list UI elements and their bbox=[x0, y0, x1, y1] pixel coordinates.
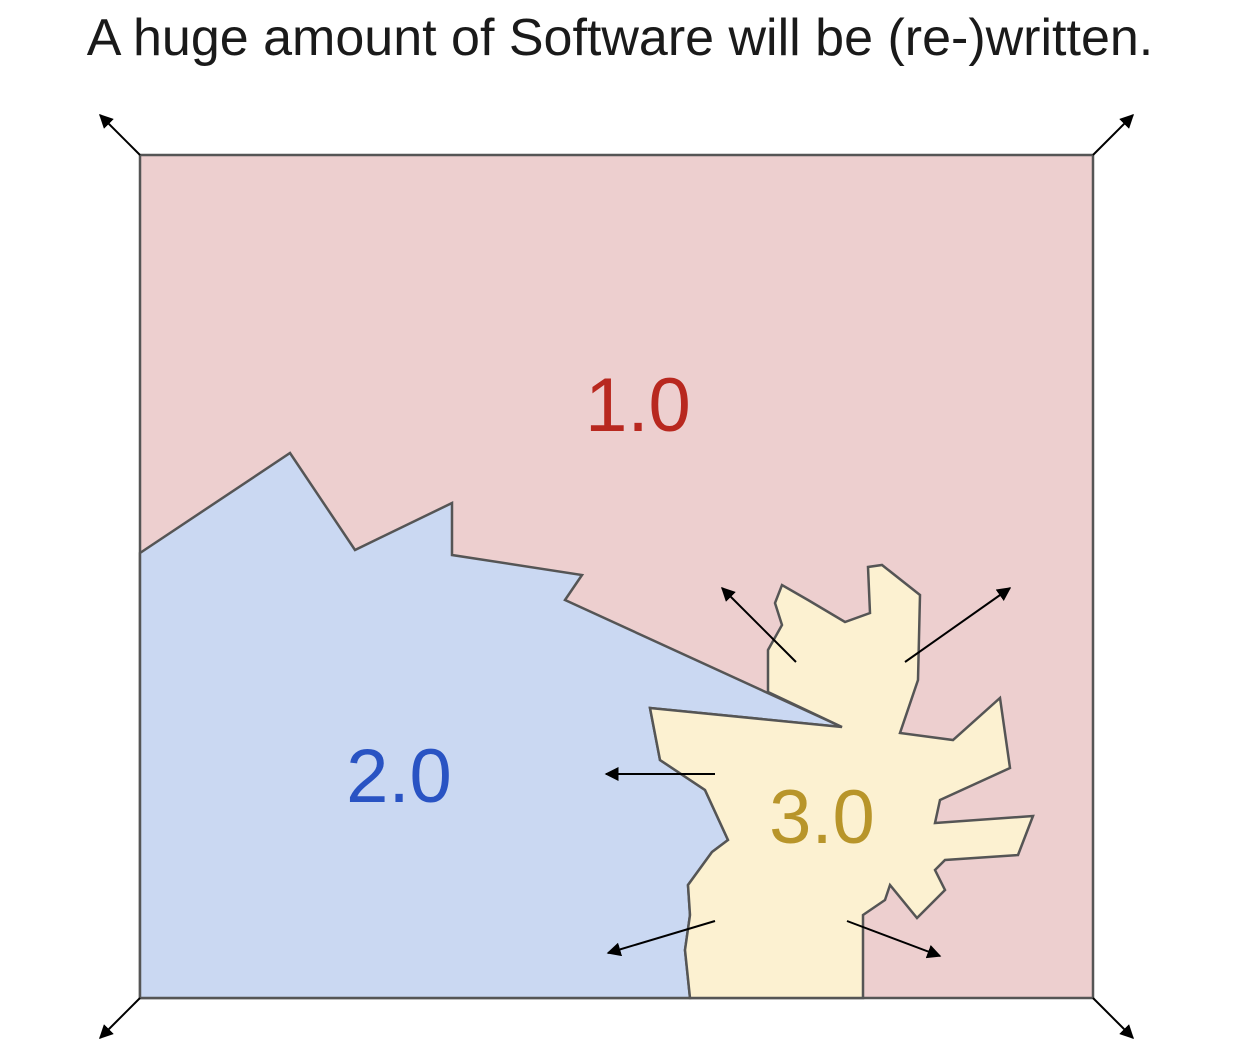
expansion-arrow-down-right bbox=[846, 920, 942, 959]
corner-arrow-bottom-left bbox=[99, 997, 141, 1039]
expansion-arrow-up-left bbox=[721, 587, 797, 663]
software-3-region bbox=[648, 563, 1035, 1000]
software-2-label: 2.0 bbox=[346, 734, 452, 819]
corner-arrow-top-right bbox=[1092, 114, 1134, 156]
expansion-arrow-down-left bbox=[606, 920, 716, 957]
corner-arrow-bottom-right bbox=[1092, 997, 1134, 1039]
expansion-arrow-up-right bbox=[904, 587, 1012, 663]
software-1-label: 1.0 bbox=[585, 363, 691, 448]
corner-arrow-top-left bbox=[99, 114, 141, 156]
software-3-label: 3.0 bbox=[769, 775, 875, 860]
slide-title: A huge amount of Software will be (re-)w… bbox=[86, 9, 1154, 67]
